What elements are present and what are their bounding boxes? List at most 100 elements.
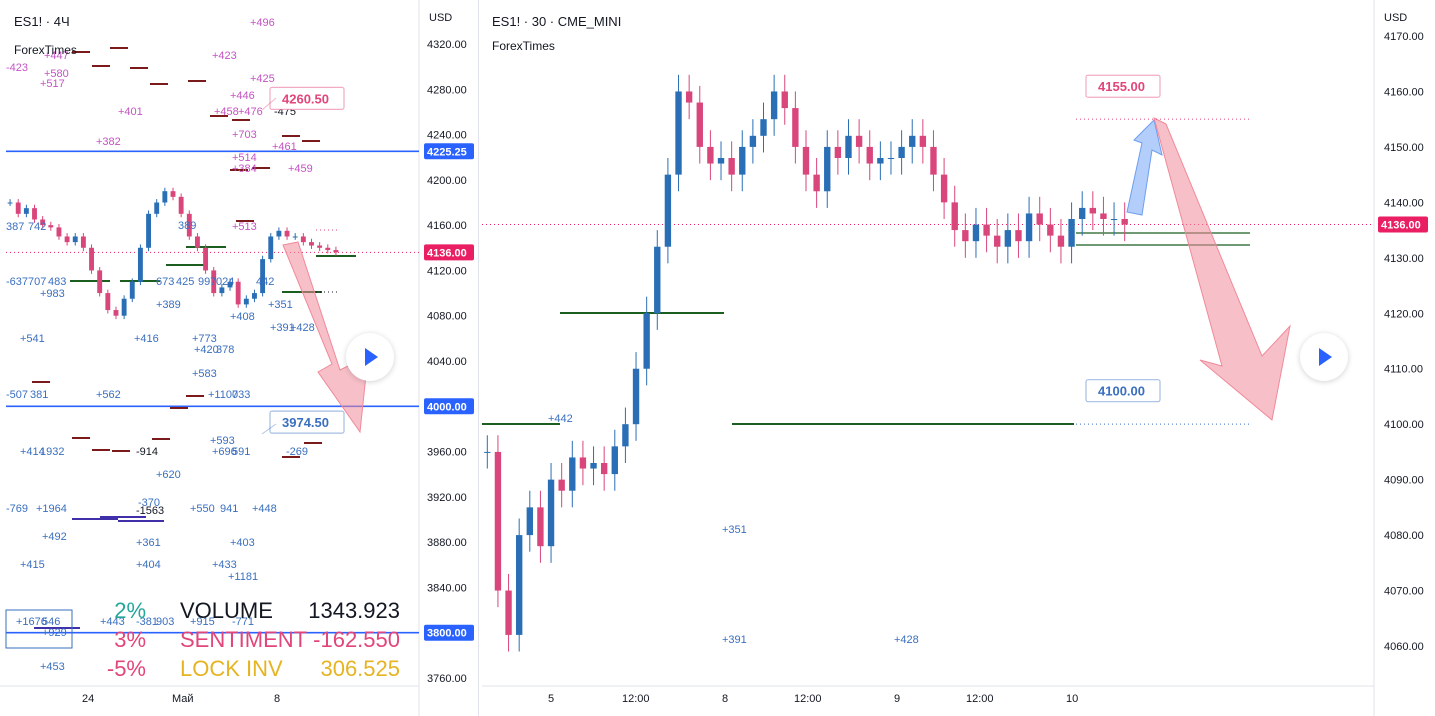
price-30m-candle xyxy=(866,146,873,164)
price-4h-candle xyxy=(32,208,37,220)
price-4h-candle xyxy=(203,247,209,271)
price-tick-label: 4140.00 xyxy=(1384,197,1424,209)
price-marker-4000-bg xyxy=(424,398,474,415)
trade-annotation: +513 xyxy=(232,221,257,233)
forecast-arrow-down xyxy=(1153,117,1291,421)
price-4h-candle xyxy=(227,281,233,288)
trade-annotation: 425 xyxy=(176,276,194,288)
trade-annotation: 387 xyxy=(6,221,24,233)
price-30m-candle xyxy=(770,91,778,120)
price-30m-candle xyxy=(717,158,725,164)
stat-value: 1343.923 xyxy=(308,598,400,623)
trade-annotation: +443 xyxy=(100,616,125,628)
price-tick-label: 4200.00 xyxy=(427,175,467,187)
chart-pane-4h[interactable]: 4320.00 4280.00 4240.00 4200.00 4160.00 4120.… xyxy=(0,0,479,716)
play-button-right[interactable] xyxy=(1300,333,1348,381)
price-30m-candle xyxy=(813,174,820,192)
price-4h-candle xyxy=(129,281,135,299)
forecast-arrow-up xyxy=(1126,119,1163,216)
callout-pointer xyxy=(261,97,277,111)
price-30m-candle xyxy=(962,230,969,242)
price-4h-candle xyxy=(219,287,225,294)
price-4h-candle xyxy=(300,236,306,243)
currency-label-4h: USD xyxy=(429,12,453,24)
price-30m-candle xyxy=(1057,235,1065,247)
price-30m-candle xyxy=(1079,207,1086,219)
trade-annotation: +415 xyxy=(20,559,45,571)
currency-label-30m: USD xyxy=(1384,12,1408,24)
price-4h-candle xyxy=(333,250,339,253)
trade-annotation: 707 xyxy=(28,276,46,288)
price-30m-candle xyxy=(696,102,703,147)
price-tick-label: 4080.00 xyxy=(427,311,467,323)
stat-value: 306.525 xyxy=(320,656,400,681)
stat-value: -162.550 xyxy=(313,627,400,652)
trade-annotation: +414 xyxy=(20,446,45,458)
price-30m-candle xyxy=(707,146,714,164)
price-tick-label: 4160.00 xyxy=(427,220,467,232)
trade-annotation: +1181 xyxy=(228,571,258,583)
price-30m-candle xyxy=(685,91,693,103)
trade-annotation: 483 xyxy=(48,276,66,288)
chart-pane-30m[interactable]: 4170.00 4160.00 4150.00 4140.00 4130.00 4120.… xyxy=(482,0,1435,716)
price-4h-candle xyxy=(235,281,241,305)
trade-annotation: +361 xyxy=(136,537,161,549)
trade-annotation: +492 xyxy=(42,531,67,543)
trade-annotation: +915 xyxy=(190,616,215,628)
trade-annotation: 903 xyxy=(156,616,174,628)
trade-annotation: +428 xyxy=(290,322,315,334)
price-tick-label: 3880.00 xyxy=(427,537,467,549)
price-tick-label: 4120.00 xyxy=(1384,308,1424,320)
trade-annotation: -370 xyxy=(138,497,160,509)
trade-annotation: +458 xyxy=(214,106,239,118)
trade-annotation: +351 xyxy=(268,299,293,311)
price-4h-candle xyxy=(260,259,266,294)
trade-annotation: +461 xyxy=(272,141,297,153)
price-4h-candle xyxy=(7,202,13,204)
trade-annotation: +459 xyxy=(288,163,313,175)
price-30m-candle xyxy=(887,158,895,159)
price-30m-candle xyxy=(760,119,767,136)
time-tick-label: 24 xyxy=(82,693,94,705)
trade-annotation: +580 xyxy=(44,68,69,80)
price-4h-candle xyxy=(211,270,217,294)
price-4h-candle xyxy=(154,202,160,214)
stat-percent: 2% xyxy=(114,598,146,623)
price-30m-candle xyxy=(972,224,980,242)
price-4h-candle xyxy=(64,236,70,243)
price-30m-candle xyxy=(484,451,491,453)
price-4h-candle xyxy=(292,236,298,238)
price-30m-candle xyxy=(611,446,618,475)
time-tick-label: 9 xyxy=(894,693,900,705)
price-30m-candle xyxy=(940,174,948,203)
play-button-left[interactable] xyxy=(346,333,394,381)
price-4h-candle xyxy=(325,247,331,251)
price-tick-label: 3920.00 xyxy=(427,492,467,504)
trade-annotation: +1676 xyxy=(16,616,47,628)
trade-annotation: 381 xyxy=(30,389,48,401)
time-tick-label: 8 xyxy=(274,693,280,705)
price-4h-candle xyxy=(186,213,192,237)
trade-annotation: +389 xyxy=(156,299,181,311)
price-tick-label: 4130.00 xyxy=(1384,253,1424,265)
price-30m-candle xyxy=(558,479,565,491)
chart-4h-canvas[interactable]: 4320.00 4280.00 4240.00 4200.00 4160.00 4120.… xyxy=(0,0,478,716)
price-30m-candle xyxy=(909,135,916,147)
price-30m-candle xyxy=(994,235,1001,247)
price-30m-candle xyxy=(1100,213,1107,219)
chart-30m-canvas[interactable]: 4170.00 4160.00 4150.00 4140.00 4130.00 4120.… xyxy=(482,0,1435,716)
price-30m-candle xyxy=(951,202,958,231)
price-30m-candle xyxy=(845,135,852,158)
price-30m-candle xyxy=(654,246,661,314)
trade-annotation: 941 xyxy=(220,503,238,515)
time-tick-label: Май xyxy=(172,693,194,705)
price-tick-label: 4100.00 xyxy=(1384,419,1424,431)
time-tick-label: 8 xyxy=(722,693,728,705)
price-tick-label: 3760.00 xyxy=(427,673,467,685)
trade-annotation: 389 xyxy=(178,220,196,232)
price-marker-last: 4136.00 xyxy=(1381,220,1421,232)
target-callout-low-box xyxy=(269,410,345,434)
price-tick-label: 4280.00 xyxy=(427,84,467,96)
price-30m-candle xyxy=(728,158,735,175)
price-4h-candle xyxy=(243,298,249,305)
